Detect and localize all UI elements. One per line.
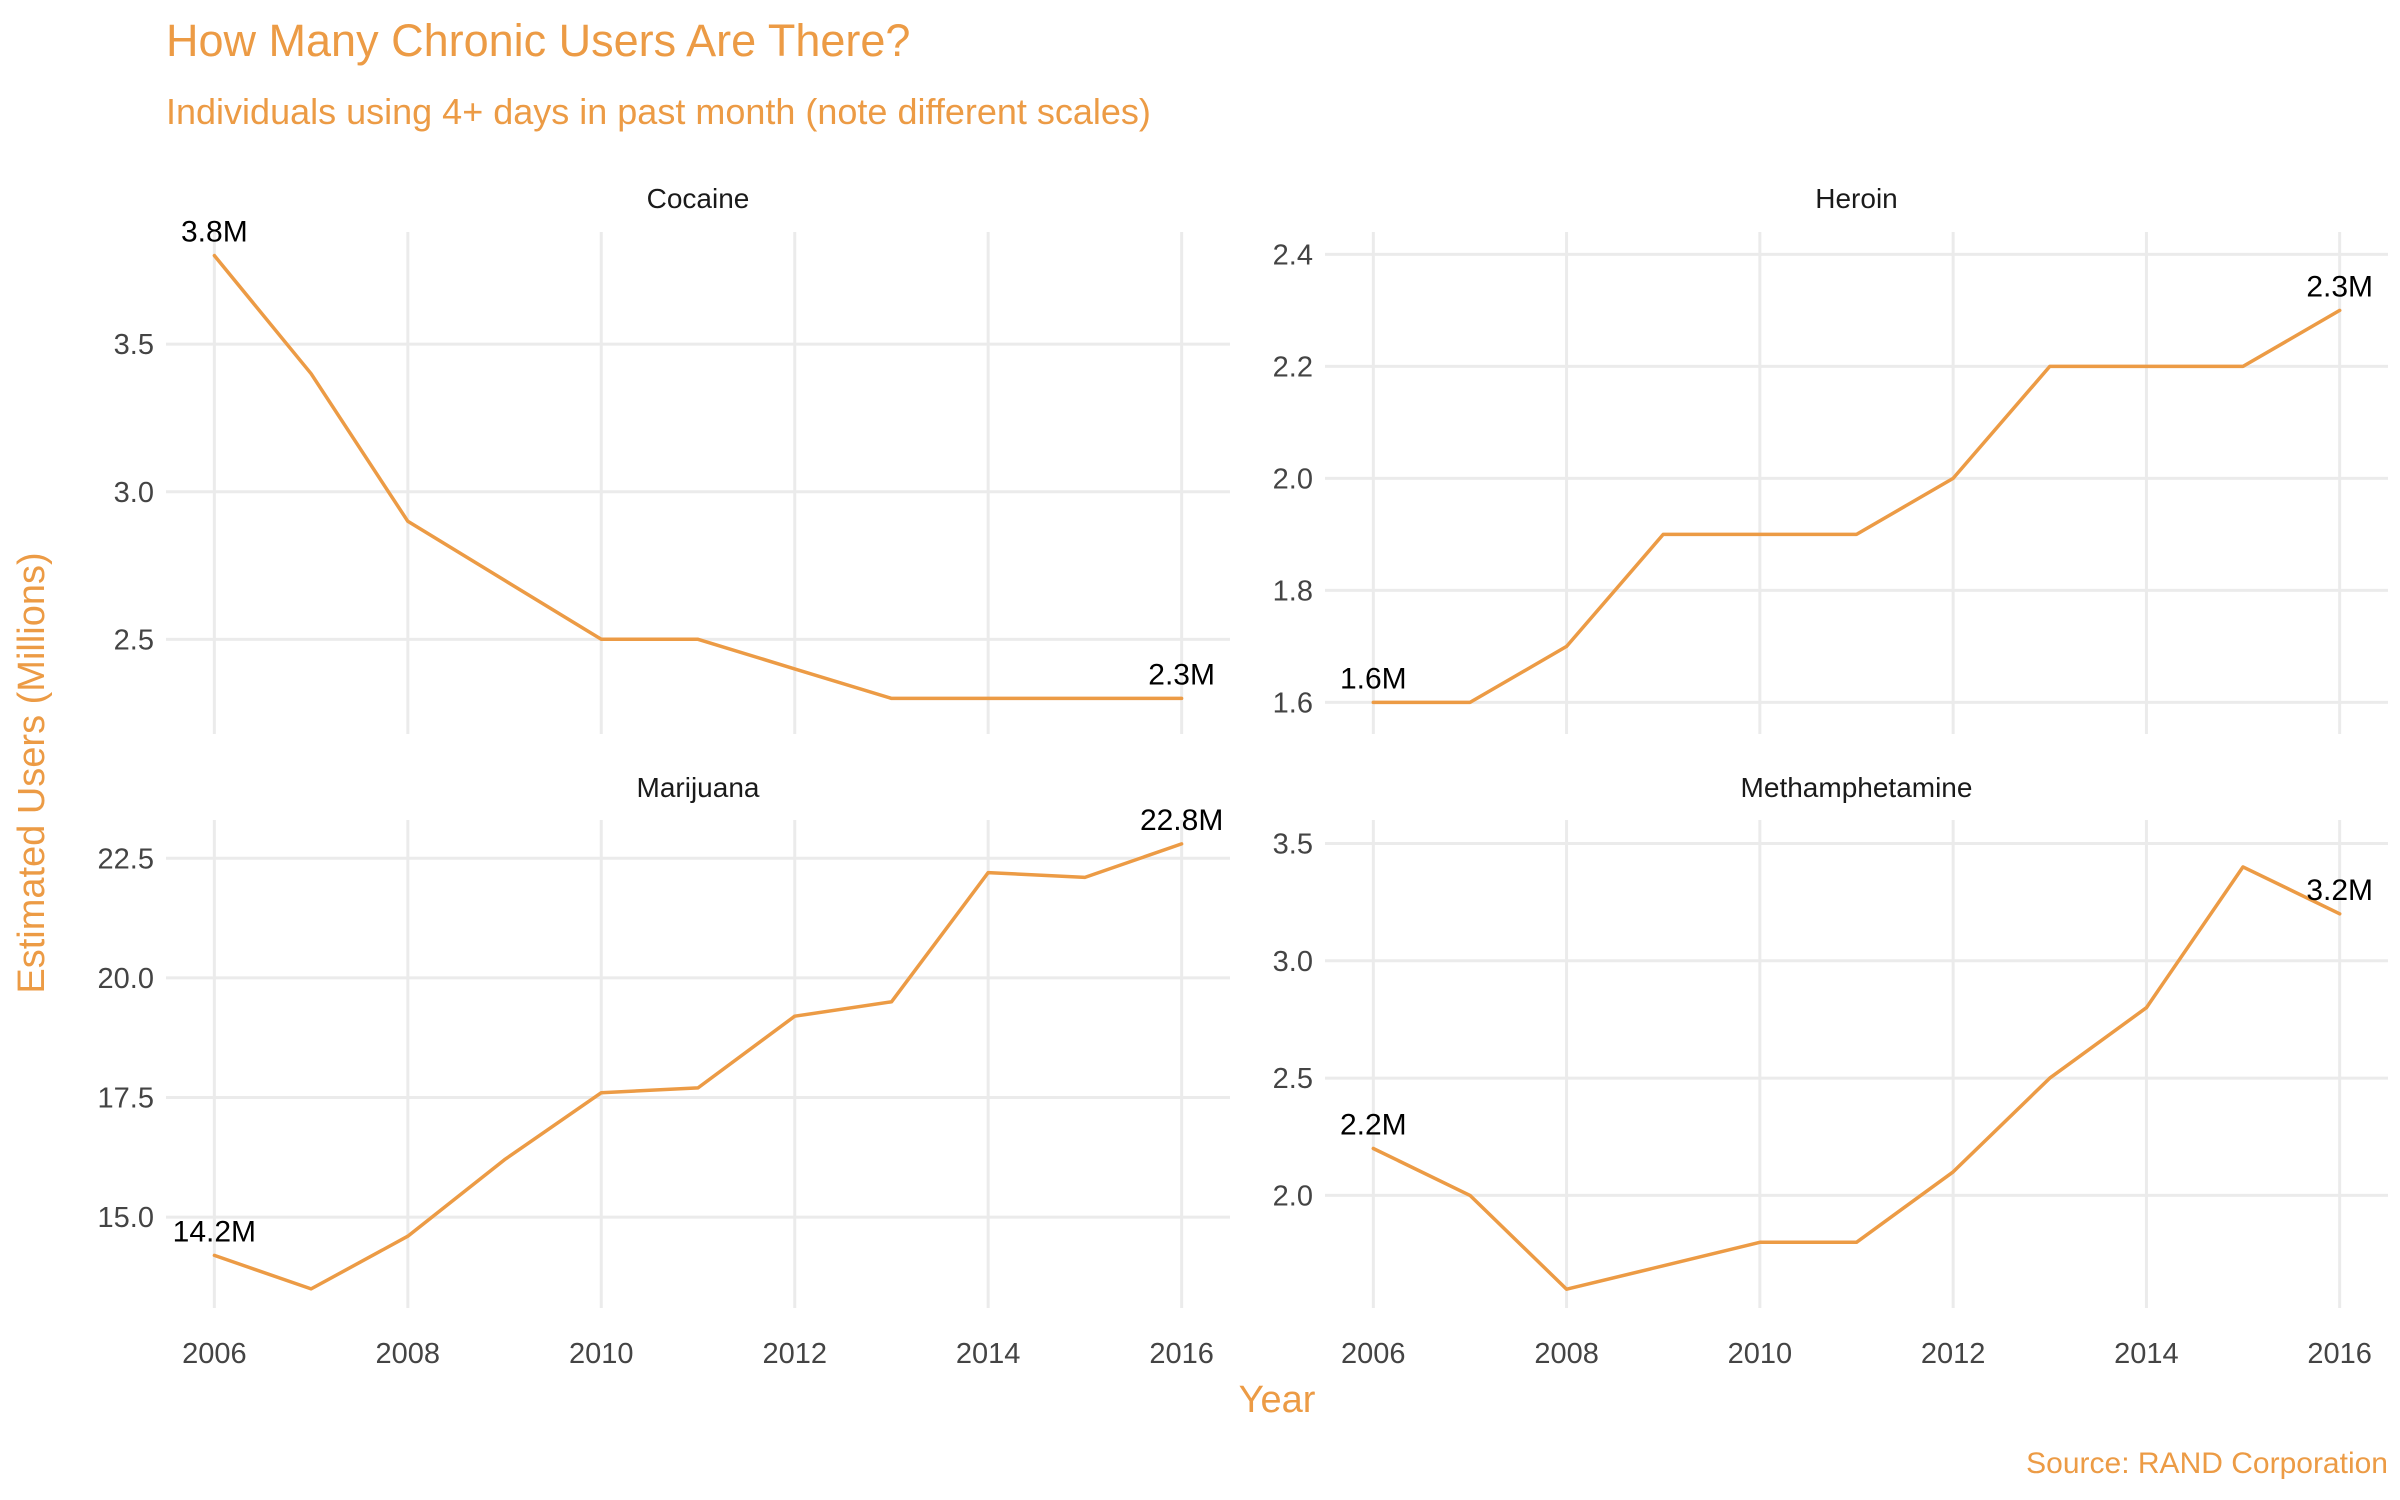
x-tick-label: 2006 [182,1338,247,1370]
start-value-label: 3.8M [181,216,248,249]
y-tick-label: 2.5 [1273,1063,1313,1095]
y-tick-label: 2.2 [1273,351,1313,383]
y-tick-label: 20.0 [98,963,154,995]
panel-title: Heroin [1815,183,1897,214]
series-line-marijuana [212,842,1184,1291]
x-tick-label: 2016 [2307,1338,2372,1370]
y-tick-label: 1.6 [1273,687,1313,719]
end-value-label: 3.2M [2306,874,2373,907]
y-tick-label: 17.5 [98,1082,154,1114]
x-axis-title: Year [1239,1379,1316,1421]
start-value-label: 1.6M [1340,662,1407,695]
start-value-label: 14.2M [173,1215,256,1248]
x-tick-label: 2014 [956,1338,1021,1370]
panel-title: Methamphetamine [1741,772,1973,803]
panel-heroin: 1.6 1.8 2.0 2.2 2.4 Heroin 1.6M 2.3M [1273,183,2388,734]
y-tick-label: 22.5 [98,843,154,875]
series-line-methamphetamine [1371,865,2342,1291]
x-tick-label: 2008 [1534,1338,1599,1370]
end-value-label: 2.3M [1148,658,1215,691]
y-tick-label: 3.5 [1273,828,1313,860]
series-line-heroin [1371,308,2342,705]
y-tick-label: 2.0 [1273,1180,1313,1212]
y-tick-label: 1.8 [1273,575,1313,607]
panel-methamphetamine: 2.0 2.5 3.0 3.5 2006 2008 2010 2012 2014 2016 Meth… [1273,772,2388,1370]
y-tick-label: 2.4 [1273,239,1313,271]
x-tick-label: 2006 [1341,1338,1406,1370]
y-axis-title: Estimated Users (Millions) [11,552,53,993]
chart-title: How Many Chronic Users Are There? [166,15,910,66]
series-line-cocaine [212,253,1184,701]
end-value-label: 22.8M [1140,804,1223,837]
x-tick-label: 2008 [376,1338,441,1370]
x-tick-label: 2014 [2114,1338,2179,1370]
x-tick-label: 2010 [1728,1338,1793,1370]
y-tick-label: 3.0 [114,477,154,509]
chart-caption: Source: RAND Corporation [2026,1447,2388,1480]
y-tick-label: 3.5 [114,329,154,361]
x-tick-label: 2012 [762,1338,827,1370]
chart-subtitle: Individuals using 4+ days in past month … [166,91,1151,132]
y-tick-label: 2.0 [1273,463,1313,495]
panel-cocaine: 2.5 3.0 3.5 Cocaine 3.8M 2.3M [114,183,1230,734]
panel-title: Marijuana [637,772,760,803]
panel-title: Cocaine [647,183,750,214]
facet-panels: 2.5 3.0 3.5 Cocaine 3.8M 2.3M 1.6 1.8 2.0 2.2 2.4 H… [98,183,2388,1370]
y-tick-label: 2.5 [114,624,154,656]
x-tick-label: 2016 [1149,1338,1214,1370]
y-tick-label: 15.0 [98,1202,154,1234]
panel-marijuana: 15.0 17.5 20.0 22.5 2006 2008 2010 2012 2014 2016… [98,772,1230,1370]
start-value-label: 2.2M [1340,1108,1407,1141]
x-tick-label: 2012 [1921,1338,1986,1370]
end-value-label: 2.3M [2306,270,2373,303]
x-tick-label: 2010 [569,1338,634,1370]
y-tick-label: 3.0 [1273,946,1313,978]
